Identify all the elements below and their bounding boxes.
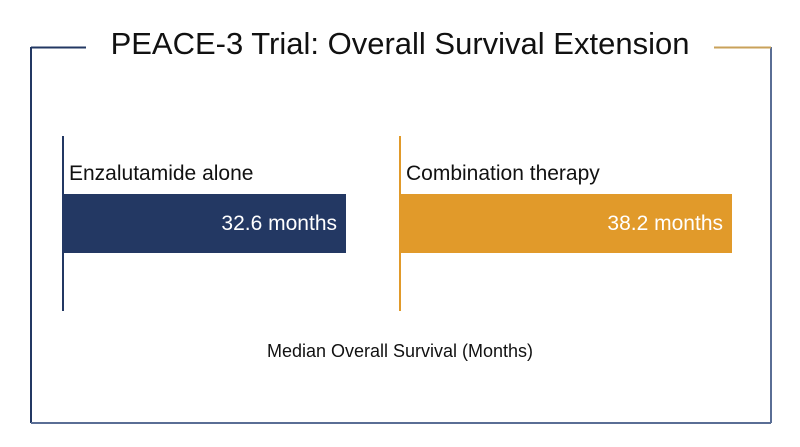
category-label: Enzalutamide alone: [69, 162, 254, 185]
chart-title: PEACE-3 Trial: Overall Survival Extensio…: [110, 26, 690, 61]
x-axis-label: Median Overall Survival (Months): [266, 341, 534, 361]
bar: [399, 194, 732, 253]
bar-value-label: 32.6 months: [221, 212, 337, 235]
bar-value-label: 38.2 months: [607, 212, 723, 235]
category-label: Combination therapy: [406, 162, 600, 185]
bar: [62, 194, 346, 253]
